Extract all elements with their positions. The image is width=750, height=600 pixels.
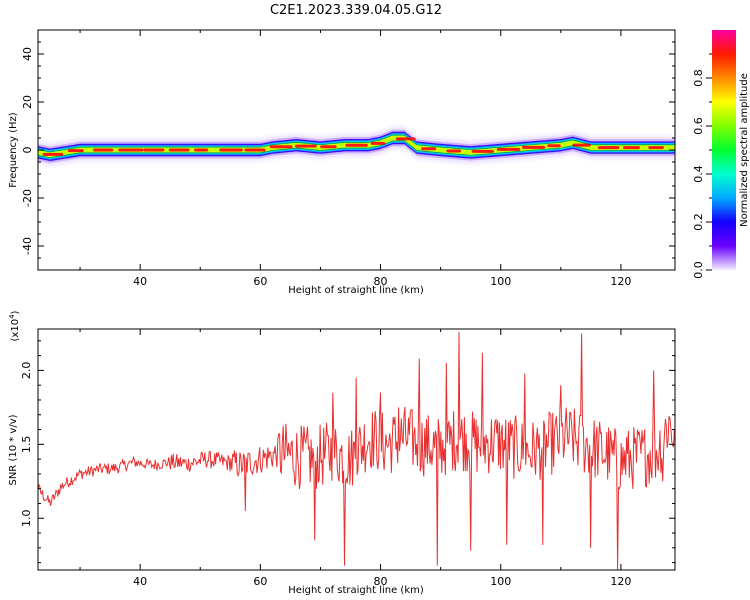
snr-xtick-label: 80 xyxy=(374,575,388,588)
colorbar-tick-label: 0.4 xyxy=(692,165,705,183)
snr-xlabel: Height of straight line (km) xyxy=(288,585,424,596)
spectrogram-ticks: 40 60 80 100 120 -40 -20 0 20 40 xyxy=(21,30,675,288)
band-edge-upper xyxy=(38,134,675,153)
spectrogram-panel: 40 60 80 100 120 -40 -20 0 20 40 Height of straig… xyxy=(8,29,676,296)
spectrogram-xtick-label: 40 xyxy=(133,275,147,288)
spectrogram-ytick-label: 20 xyxy=(21,95,34,109)
snr-series xyxy=(38,331,675,570)
band-edge-lower xyxy=(38,140,675,159)
snr-xtick-label: 120 xyxy=(610,575,631,588)
snr-scale-exponent: 4 xyxy=(8,314,16,319)
spectrogram-ytick-label: 40 xyxy=(21,47,34,61)
snr-ticks: 40 60 80 100 120 1.0 1.5 2.0 xyxy=(20,329,675,588)
spectrogram-ytick-label: -40 xyxy=(21,237,34,255)
colorbar-tick-label: 0.8 xyxy=(692,69,705,87)
spectrogram-ytick-label: 0 xyxy=(21,147,34,154)
snr-scale-prefix: (x10 xyxy=(10,319,21,342)
spectrogram-xtick-label: 80 xyxy=(374,275,388,288)
spectrogram-ylabel: Frequency (Hz) xyxy=(8,112,19,188)
colorbar: 0.0 0.2 0.4 0.6 0.8 Normalized spectral ampl… xyxy=(692,30,750,279)
snr-ylabel: SNR (10 * v/v) xyxy=(8,414,19,485)
snr-ytick-label: 1.0 xyxy=(20,510,33,528)
spectrogram-ytick-label: -20 xyxy=(21,189,34,207)
spectrogram-xlabel: Height of straight line (km) xyxy=(288,285,424,296)
snr-scale-label: (x104) xyxy=(8,310,21,341)
spectrogram-xtick-label: 60 xyxy=(253,275,267,288)
colorbar-gradient xyxy=(712,30,736,270)
spectrogram-band xyxy=(38,127,675,166)
snr-panel: 40 60 80 100 120 1.0 1.5 2.0 Height of straight… xyxy=(8,310,676,596)
snr-ytick-label: 2.0 xyxy=(20,362,33,380)
snr-ytick-label: 1.5 xyxy=(20,436,33,454)
colorbar-tick-label: 0.2 xyxy=(692,213,705,231)
snr-frame xyxy=(37,328,676,571)
snr-xtick-label: 100 xyxy=(490,575,511,588)
colorbar-tick-label: 0.0 xyxy=(692,261,705,279)
colorbar-ticks: 0.0 0.2 0.4 0.6 0.8 xyxy=(692,53,712,279)
chart-title: C2E1.2023.339.04.05.G12 xyxy=(270,3,442,18)
snr-xtick-label: 40 xyxy=(133,575,147,588)
colorbar-label: Normalized spectral amplitude xyxy=(739,73,750,227)
spectrogram-xtick-label: 120 xyxy=(610,275,631,288)
colorbar-tick-label: 0.6 xyxy=(692,117,705,135)
snr-line xyxy=(38,331,675,570)
snr-scale-close: ) xyxy=(10,310,21,314)
spectrogram-xtick-label: 100 xyxy=(490,275,511,288)
snr-xtick-label: 60 xyxy=(253,575,267,588)
